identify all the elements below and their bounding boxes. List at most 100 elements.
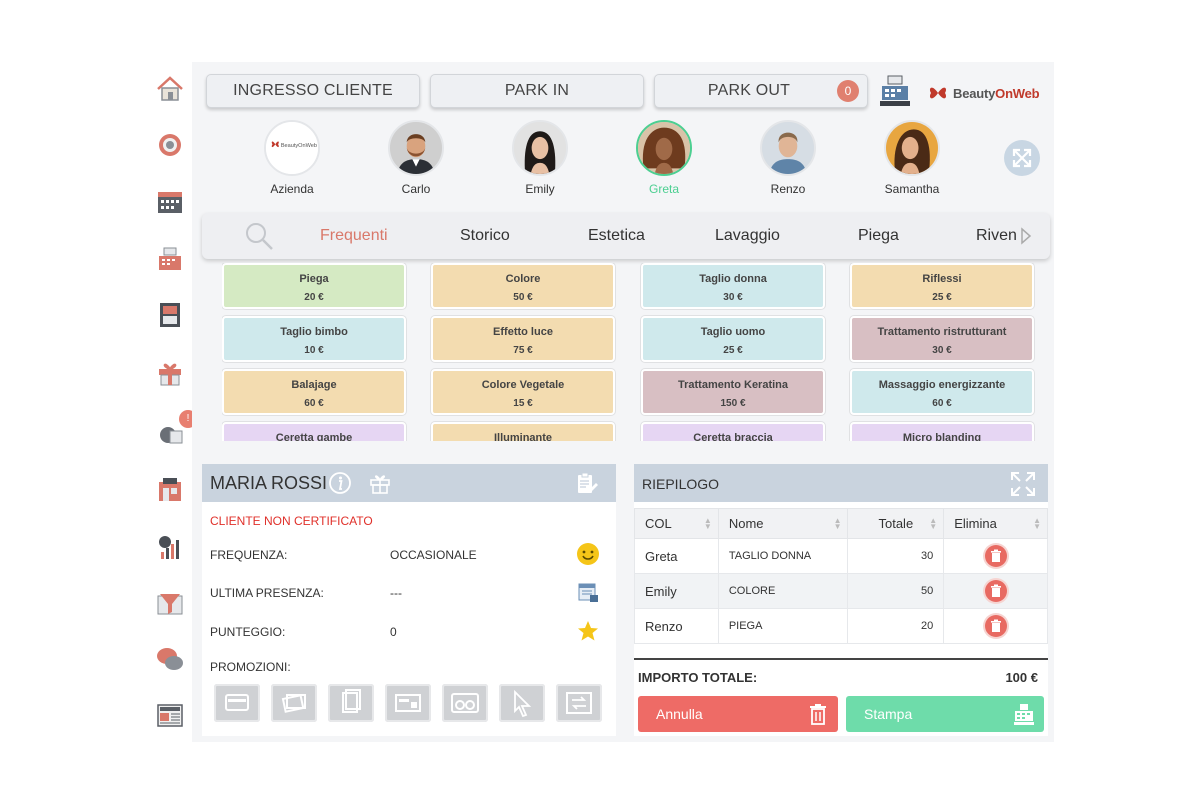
operator-renzo[interactable]: Renzo xyxy=(748,120,828,196)
service-tile[interactable]: Taglio bimbo 10 € xyxy=(222,316,406,362)
row-service: TAGLIO DONNA xyxy=(717,538,849,574)
home-icon[interactable] xyxy=(155,74,185,104)
frequenza-label: FREQUENZA: xyxy=(210,548,288,562)
operator-name: Carlo xyxy=(401,182,431,196)
punteggio-label: PUNTEGGIO: xyxy=(210,625,286,639)
cards-icon[interactable] xyxy=(271,684,317,722)
stampa-button[interactable]: Stampa xyxy=(846,696,1044,732)
documents-icon[interactable] xyxy=(328,684,374,722)
service-tile[interactable]: Massaggio energizzante 60 € xyxy=(850,369,1034,415)
table-header-row: COL ▲ ▼ Nome ▲ ▼ Totale ▲ ▼ Elimina ▲ ▼ xyxy=(634,508,1048,539)
punteggio-value: 0 xyxy=(390,625,397,639)
trash-icon[interactable] xyxy=(984,545,1007,567)
frequenza-value: OCCASIONALE xyxy=(390,548,477,562)
service-tile[interactable]: Illuminante xyxy=(431,422,615,441)
gift-icon[interactable] xyxy=(155,358,185,388)
fullscreen-icon[interactable] xyxy=(1010,471,1036,497)
cash-register-icon[interactable] xyxy=(155,244,185,274)
stampa-label: Stampa xyxy=(864,706,913,722)
column-header-nome[interactable]: Nome ▲ ▼ xyxy=(717,508,849,539)
trash-icon[interactable] xyxy=(984,580,1007,602)
service-tile[interactable]: Micro blanding xyxy=(850,422,1034,441)
funnel-icon[interactable] xyxy=(155,588,185,618)
search-icon[interactable] xyxy=(244,221,274,251)
category-bar: Frequenti Storico Estetica Lavaggio Pieg… xyxy=(202,213,1050,259)
total-label: IMPORTO TOTALE: xyxy=(638,670,758,685)
service-tile[interactable]: Taglio uomo 25 € xyxy=(641,316,825,362)
tab-piega[interactable]: Piega xyxy=(858,227,899,244)
annulla-label: Annulla xyxy=(656,706,703,722)
client-header: MARIA ROSSI xyxy=(202,464,616,502)
operator-name: Greta xyxy=(648,182,679,196)
tab-frequenti[interactable]: Frequenti xyxy=(320,227,388,244)
tab-rivendita[interactable]: Riven xyxy=(976,227,1017,244)
ingresso-cliente-button[interactable]: INGRESSO CLIENTE xyxy=(206,74,420,108)
tab-storico[interactable]: Storico xyxy=(460,227,510,244)
service-tile[interactable]: Taglio donna 30 € xyxy=(641,263,825,309)
butterfly-icon xyxy=(929,87,947,99)
operator-carlo[interactable]: Carlo xyxy=(376,120,456,196)
avatar xyxy=(512,120,568,176)
info-icon[interactable] xyxy=(328,471,352,495)
row-total: 50 xyxy=(847,573,945,609)
service-tile[interactable]: Colore Vegetale 15 € xyxy=(431,369,615,415)
avatar xyxy=(884,120,940,176)
clipboard-edit-icon[interactable] xyxy=(574,471,598,495)
service-tile[interactable]: Trattamento ristrutturant 30 € xyxy=(850,316,1034,362)
news-icon[interactable] xyxy=(155,700,185,730)
notification-icon[interactable]: ! xyxy=(155,410,197,446)
row-delete xyxy=(943,573,1048,609)
service-tile[interactable]: Ceretta braccia xyxy=(641,422,825,441)
chevron-right-icon[interactable] xyxy=(1020,227,1032,245)
chat-icon[interactable] xyxy=(155,644,185,674)
service-tile[interactable]: Effetto luce 75 € xyxy=(431,316,615,362)
row-operator: Renzo xyxy=(634,608,719,644)
row-service: COLORE xyxy=(717,573,849,609)
summary-panel: RIEPILOGO COL ▲ ▼ Nome ▲ ▼ Totale ▲ ▼ Elimina ▲… xyxy=(634,464,1048,736)
glasses-icon[interactable] xyxy=(442,684,488,722)
operator-emily[interactable]: Emily xyxy=(500,120,580,196)
service-tile[interactable]: Riflessi 25 € xyxy=(850,263,1034,309)
gift-icon[interactable] xyxy=(368,471,392,495)
annulla-button[interactable]: Annulla xyxy=(638,696,838,732)
table-row: Renzo PIEGA 20 xyxy=(634,608,1048,644)
total-value: 100 € xyxy=(1005,670,1038,685)
service-tile[interactable]: Ceretta gambe xyxy=(222,422,406,441)
operator-samantha[interactable]: Samantha xyxy=(872,120,952,196)
column-header-totale[interactable]: Totale ▲ ▼ xyxy=(847,508,945,539)
card-icon[interactable] xyxy=(214,684,260,722)
column-header-col[interactable]: COL ▲ ▼ xyxy=(634,508,719,539)
cabinet-icon[interactable] xyxy=(155,300,185,330)
column-header-elimina[interactable]: Elimina ▲ ▼ xyxy=(943,508,1048,539)
warehouse-icon[interactable] xyxy=(155,474,185,504)
service-tile[interactable]: Trattamento Keratina 150 € xyxy=(641,369,825,415)
tab-estetica[interactable]: Estetica xyxy=(588,227,645,244)
settings-icon[interactable] xyxy=(155,130,185,160)
tab-lavaggio[interactable]: Lavaggio xyxy=(715,227,780,244)
svg-text:BeautyOnWeb: BeautyOnWeb xyxy=(281,143,317,149)
statistics-icon[interactable] xyxy=(155,532,185,562)
voucher-icon[interactable] xyxy=(385,684,431,722)
park-out-button[interactable]: PARK OUT 0 xyxy=(654,74,868,108)
operator-azienda[interactable]: BeautyOnWeb Azienda xyxy=(252,120,332,196)
cursor-icon[interactable] xyxy=(499,684,545,722)
summary-header: RIEPILOGO xyxy=(634,464,1048,502)
service-tile[interactable]: Piega 20 € xyxy=(222,263,406,309)
operator-list: BeautyOnWeb Azienda Carlo Emily Greta xyxy=(252,120,972,200)
park-in-button[interactable]: PARK IN xyxy=(430,74,644,108)
operator-greta[interactable]: Greta xyxy=(624,120,704,196)
trash-icon[interactable] xyxy=(984,615,1007,637)
calendar-icon[interactable] xyxy=(155,186,185,216)
total-divider xyxy=(634,658,1048,660)
avatar xyxy=(760,120,816,176)
star-icon xyxy=(576,619,600,643)
avatar xyxy=(388,120,444,176)
operator-name: Renzo xyxy=(770,182,806,196)
exchange-icon[interactable] xyxy=(556,684,602,722)
brand-logo: BeautyOnWeb xyxy=(928,82,1040,104)
service-tile[interactable]: Balajage 60 € xyxy=(222,369,406,415)
cash-register-icon[interactable] xyxy=(878,74,912,108)
service-grid: Piega 20 € Colore 50 € Taglio donna 30 € Ri… xyxy=(222,263,1040,441)
expand-icon[interactable] xyxy=(1004,140,1040,176)
service-tile[interactable]: Colore 50 € xyxy=(431,263,615,309)
